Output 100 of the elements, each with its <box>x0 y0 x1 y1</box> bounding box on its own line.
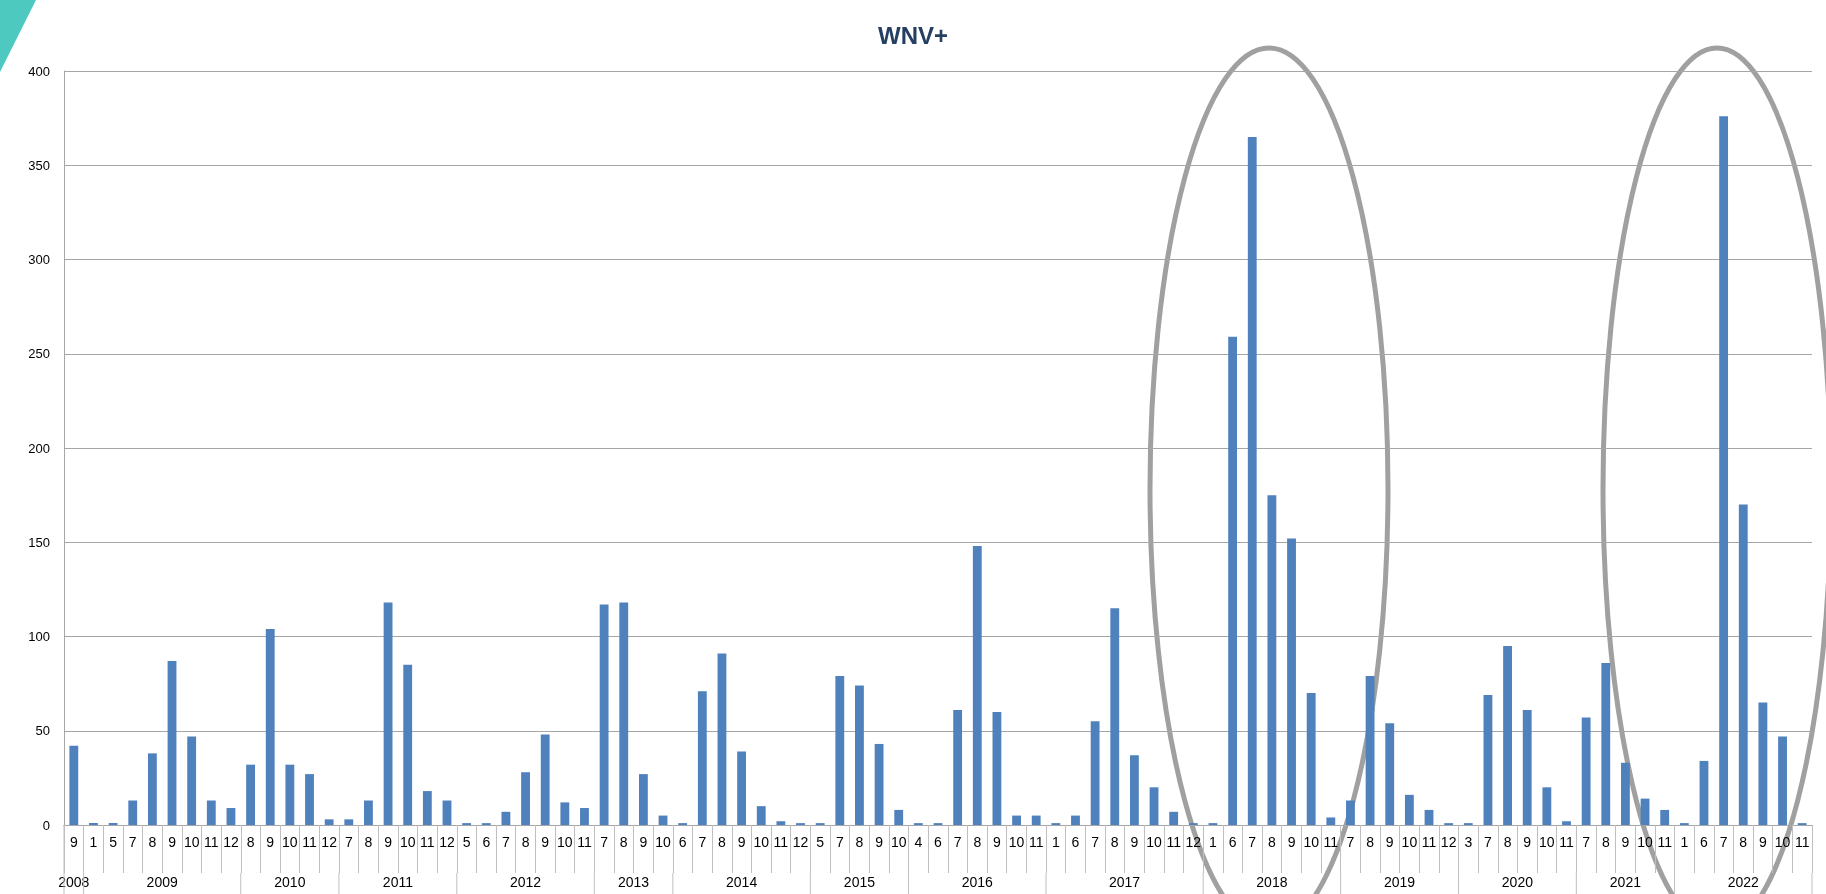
x-tick-label: 8 <box>619 834 628 850</box>
text: 2013 <box>617 874 650 890</box>
x-tick-label: 9 <box>875 834 884 850</box>
x-tick-label: 8 <box>973 834 982 850</box>
x-tick-label: 9 <box>1621 834 1630 850</box>
x-tick-label: 8 <box>246 834 255 850</box>
text: 2020 <box>1501 874 1534 890</box>
y-tick-label: 350 <box>28 157 50 173</box>
x-tick-label: 7 <box>1248 834 1257 850</box>
text: 2011 <box>382 874 414 890</box>
text: 2010 <box>274 874 306 890</box>
y-tick-label: 250 <box>28 346 50 362</box>
text: 2018 <box>1256 874 1288 890</box>
x-tick-label: 8 <box>1267 834 1276 850</box>
x-tick-label: 12 <box>321 834 338 850</box>
text: 2021 <box>1609 874 1642 890</box>
x-tick-label: 12 <box>1185 834 1202 850</box>
x-tick-label: 10 <box>557 834 573 850</box>
x-tick-label: 9 <box>1287 834 1296 850</box>
x-tick-label: 8 <box>1601 834 1610 850</box>
text: 2014 <box>726 874 758 890</box>
x-tick-label: 7 <box>1582 834 1591 850</box>
x-tick-label: 7 <box>1484 834 1493 850</box>
x-tick-label: 9 <box>1759 834 1767 850</box>
x-tick-label: 8 <box>1366 834 1375 850</box>
x-tick-label: 9 <box>737 834 746 850</box>
x-tick-label: 7 <box>600 834 609 850</box>
x-tick-label: 6 <box>1700 834 1709 850</box>
x-tick-label: 10 <box>183 834 200 850</box>
x-tick-label: 7 <box>835 834 844 850</box>
x-tick-label: 11 <box>302 834 317 850</box>
x-tick-label: 11 <box>420 834 435 850</box>
y-tick-label: 50 <box>35 723 50 739</box>
x-tick-label: 1 <box>1051 834 1060 850</box>
x-tick-label: 8 <box>718 834 727 850</box>
x-tick-label: 10 <box>1774 834 1791 850</box>
x-tick-label: 11 <box>1323 834 1339 850</box>
x-tick-label: 11 <box>1657 834 1673 850</box>
y-tick-label: 200 <box>28 440 50 456</box>
text: 2008 <box>58 874 90 890</box>
x-tick-label: 9 <box>993 834 1002 850</box>
x-tick-label: 10 <box>1303 834 1320 850</box>
x-tick-label: 8 <box>521 834 530 850</box>
x-tick-label: 11 <box>1794 834 1810 850</box>
x-tick-label: 10 <box>1146 834 1163 850</box>
x-tick-label: 11 <box>1421 834 1437 850</box>
x-tick-label: 12 <box>223 834 239 850</box>
x-tick-label: 10 <box>282 834 298 850</box>
x-tick-label: 7 <box>698 834 707 850</box>
x-tick-label: 11 <box>1559 834 1574 850</box>
x-tick-label: 1 <box>89 834 98 850</box>
text: 2009 <box>146 874 178 890</box>
x-tick-label: 5 <box>816 834 825 850</box>
chart-title: WNV+ <box>877 21 949 49</box>
x-tick-label: 10 <box>1637 834 1654 850</box>
x-tick-label: 9 <box>1523 834 1532 850</box>
x-tick-label: 10 <box>399 834 416 850</box>
x-tick-label: 12 <box>792 834 809 850</box>
text: 2022 <box>1727 874 1760 890</box>
x-tick-label: 6 <box>934 834 943 850</box>
x-tick-label: 8 <box>1503 834 1512 850</box>
y-tick-label: 0 <box>42 817 50 833</box>
x-tick-label: 5 <box>109 834 118 850</box>
x-tick-label: 11 <box>773 834 789 850</box>
x-tick-label: 9 <box>541 834 550 850</box>
x-tick-label: 7 <box>1346 834 1355 850</box>
x-tick-label: 1 <box>1209 834 1218 850</box>
x-tick-label: 8 <box>1739 834 1748 850</box>
text: 2017 <box>1109 874 1141 890</box>
x-tick-label: 7 <box>344 834 353 850</box>
x-tick-label: 9 <box>1130 834 1139 850</box>
text: 2012 <box>509 874 542 890</box>
x-tick-label: 11 <box>1166 834 1182 850</box>
y-tick-label: 100 <box>28 629 50 644</box>
x-tick-label: 3 <box>1464 834 1473 850</box>
x-tick-label: 9 <box>266 834 275 850</box>
y-tick-label: 400 <box>28 63 50 79</box>
x-tick-label: 10 <box>1539 834 1555 850</box>
text: 2015 <box>843 874 876 890</box>
x-tick-label: 8 <box>364 834 373 850</box>
x-tick-label: 7 <box>953 834 962 850</box>
x-tick-label: 8 <box>148 834 157 850</box>
x-tick-label: 9 <box>168 834 177 850</box>
x-tick-label: 11 <box>204 834 219 850</box>
x-tick-label: 9 <box>69 834 78 850</box>
x-tick-label: 4 <box>914 834 923 850</box>
x-tick-label: 12 <box>439 834 455 850</box>
x-tick-label: 12 <box>1440 834 1457 850</box>
x-tick-label: 9 <box>639 834 648 850</box>
y-tick-label: 150 <box>28 534 50 550</box>
x-tick-label: 7 <box>1091 834 1100 850</box>
x-tick-label: 7 <box>128 834 137 850</box>
x-tick-label: 10 <box>753 834 770 850</box>
x-tick-label: 7 <box>1719 834 1728 850</box>
x-tick-label: 10 <box>1008 834 1025 850</box>
x-tick-label: 9 <box>1385 834 1394 850</box>
x-tick-label: 6 <box>1228 834 1237 850</box>
x-tick-label: 9 <box>384 834 393 850</box>
text: 2016 <box>961 874 994 890</box>
x-tick-label: 8 <box>1110 834 1119 850</box>
